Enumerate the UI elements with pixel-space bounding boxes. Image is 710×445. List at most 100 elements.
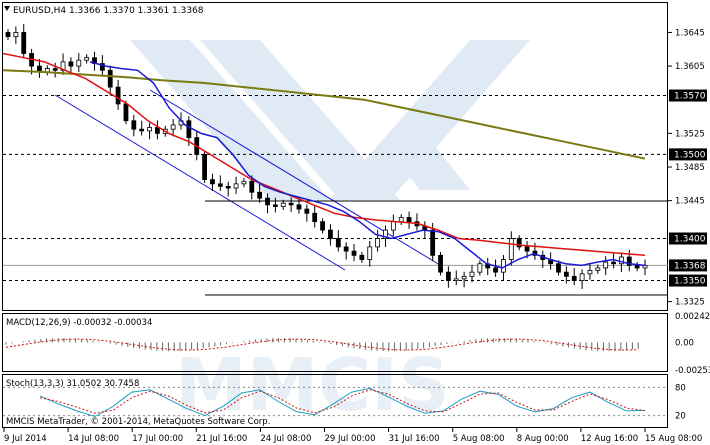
channel-lower-line <box>54 94 346 271</box>
watermark-text: MMCIS <box>175 343 450 427</box>
price-tick-label: 1.3645 <box>675 28 705 38</box>
candle-body <box>257 191 263 199</box>
candle-body <box>438 254 443 273</box>
level-badge <box>669 232 707 245</box>
candle-body <box>304 208 310 214</box>
candle-body <box>13 32 19 38</box>
candle-body <box>312 212 318 223</box>
candle-body <box>68 61 74 67</box>
candle-body <box>461 275 467 280</box>
price-tick-label: 1.3445 <box>675 197 705 207</box>
price-axis: 1.3645 1.3605 1.3525 1.3485 1.3445 1.3325 <box>668 28 705 308</box>
candle-body <box>579 273 585 281</box>
candle-body <box>99 63 105 71</box>
candle-body <box>139 128 145 132</box>
price-tick-label: 1.3605 <box>675 62 705 72</box>
macd-tick-label: 0.00242 <box>675 312 710 322</box>
time-tick-label: 12 Aug 16:00 <box>581 434 638 444</box>
time-tick-label: 24 Jul 08:00 <box>260 434 311 444</box>
level-badge-label: 1.3570 <box>674 92 706 102</box>
candle-body <box>595 267 601 271</box>
candle-body <box>170 124 176 130</box>
channel-upper-line <box>149 89 441 266</box>
stoch-axis: 80 20 <box>675 383 686 421</box>
time-tick-label: 14 Jul 08:00 <box>68 434 119 444</box>
level-badge <box>669 259 707 272</box>
candle-body <box>383 229 388 239</box>
candle-body <box>288 202 294 206</box>
ma-slow-line <box>2 69 646 160</box>
level-badge-label: 1.3350 <box>674 277 706 287</box>
level-badge-label: 1.3500 <box>674 150 706 160</box>
candle-body <box>5 32 11 38</box>
time-tick-label: 8 Aug 00:00 <box>517 434 569 444</box>
candle-body <box>249 180 255 193</box>
watermark-logo: MMCIS <box>130 40 530 427</box>
macd-tick-label: -0.00253 <box>675 366 710 376</box>
candle-body <box>217 183 223 187</box>
time-tick-label: 15 Aug 08:00 <box>645 434 702 444</box>
ma-mid-line <box>2 52 646 257</box>
candle-body <box>556 263 561 273</box>
candle-body <box>524 246 530 252</box>
price-tick-label: 1.3485 <box>675 163 705 173</box>
candle-body <box>233 183 239 189</box>
level-badge <box>669 274 707 287</box>
candle-body <box>52 68 58 71</box>
stoch-main-line <box>39 387 646 418</box>
candle-body <box>563 271 569 277</box>
candle-body <box>453 278 459 281</box>
level-badge-label: 1.3400 <box>674 235 706 245</box>
candle-body <box>147 127 152 132</box>
candle-body <box>131 120 137 130</box>
candle-body <box>634 265 640 269</box>
candle-body <box>21 32 27 54</box>
candle-body <box>210 179 215 185</box>
level-badge <box>669 89 707 102</box>
candle-body <box>202 153 208 181</box>
time-axis: 9 Jul 2014 14 Jul 08:00 17 Jul 00:00 21 Jul… <box>3 428 702 444</box>
candle-body <box>493 267 498 273</box>
candle-body <box>186 120 192 138</box>
candle-body <box>60 61 66 71</box>
candle-body <box>477 263 483 273</box>
macd-tick-label: 0.00 <box>675 338 694 348</box>
candle-body <box>155 127 160 134</box>
candle-body <box>611 261 616 265</box>
time-tick-label: 17 Jul 00:00 <box>132 434 183 444</box>
footer-copyright: MMCIS MetaTrader, © 2001-2014, MetaQuote… <box>6 417 270 427</box>
candle-body <box>375 238 381 248</box>
price-levels: 1.3570 1.3500 1.3400 1.3368 1.3350 <box>3 89 707 287</box>
trend-channel <box>54 89 441 271</box>
candle-body <box>587 270 593 275</box>
candle-body <box>241 180 247 185</box>
stoch-tick-label: 80 <box>675 383 686 393</box>
candle-body <box>280 202 286 207</box>
candle-body <box>328 229 333 239</box>
macd-header: MACD(12,26,9) -0.00032 -0.00034 <box>6 318 152 328</box>
time-tick-label: 31 Jul 16:00 <box>389 434 440 444</box>
candle-body <box>406 217 412 223</box>
candle-body <box>351 250 357 256</box>
candle-body <box>367 246 373 260</box>
macd-axis: 0.00242 0.00 -0.00253 <box>675 312 710 376</box>
macd-histogram <box>5 338 639 352</box>
stoch-tick-label: 20 <box>675 412 686 422</box>
symbol-header: EURUSD,H4 1.3366 1.3370 1.3361 1.3368 <box>13 6 204 16</box>
candle-body <box>225 185 231 189</box>
candle-body <box>359 254 365 260</box>
candle-body <box>508 238 514 260</box>
candle-body <box>123 103 129 122</box>
price-tick-label: 1.3525 <box>675 129 705 139</box>
candle-body <box>115 86 121 105</box>
candle-body <box>320 221 325 231</box>
candle-body <box>516 238 522 248</box>
price-tick-label: 1.3325 <box>675 298 705 308</box>
candle-body <box>642 265 648 269</box>
candle-body <box>296 204 302 210</box>
horizontal-lines <box>205 200 668 296</box>
time-tick-label: 9 Jul 2014 <box>4 434 47 444</box>
candle-body <box>626 256 632 266</box>
time-tick-label: 29 Jul 00:00 <box>325 434 376 444</box>
